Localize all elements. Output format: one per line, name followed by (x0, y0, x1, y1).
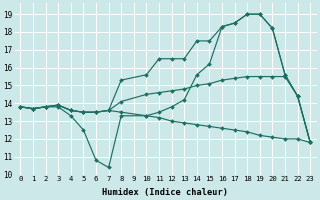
X-axis label: Humidex (Indice chaleur): Humidex (Indice chaleur) (102, 188, 228, 197)
